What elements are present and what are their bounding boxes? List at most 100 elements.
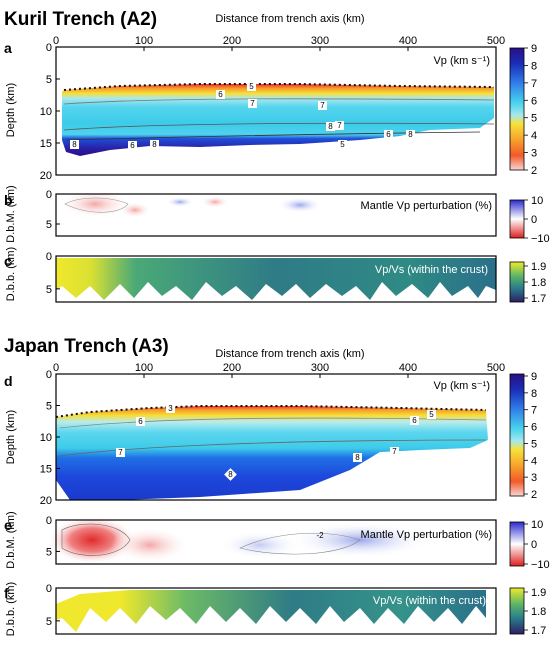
x-tick-label: 0	[53, 362, 59, 374]
colorbar-tick-label: 1.7	[531, 625, 546, 637]
colorbar-tick-label: 3	[531, 472, 537, 484]
colorbar-tick-label: 1.9	[531, 587, 546, 599]
colorbar-tick-label: 1.8	[531, 606, 546, 618]
x-tick-label: 200	[223, 35, 241, 47]
panel-d-velocity-section	[56, 406, 488, 500]
contour-label: 8	[408, 130, 413, 139]
panel-letter-c: c	[4, 253, 12, 269]
y-tick-label: 0	[46, 42, 52, 54]
y-tick-label: 5	[46, 401, 52, 413]
colorbar-tick-label: 5	[531, 438, 537, 450]
x-axis-label-a: Distance from trench axis (km)	[215, 13, 364, 25]
panel-letter-d: d	[4, 373, 13, 389]
contour-label: 3	[168, 404, 173, 413]
colorbar-tick-label: 2	[531, 165, 537, 177]
contour-label: 6	[386, 130, 391, 139]
colorbar-tick-label: 10	[531, 519, 543, 531]
contour-label: 6	[130, 141, 135, 150]
panel-a-velocity-section	[62, 84, 494, 156]
contour-label: 7	[392, 447, 397, 456]
y-tick-label: 0	[46, 583, 52, 595]
colorbar-tick-label: 6	[531, 422, 537, 434]
panel-f-annotation: Vp/Vs (within the crust)	[373, 595, 486, 607]
x-tick-label: 0	[53, 35, 59, 47]
colorbar-tick-label: 7	[531, 78, 537, 90]
contour-label: -2	[316, 531, 324, 540]
y-axis-label-c: D.b.b. (km)	[5, 247, 17, 301]
colorbar-tick-label: −10	[531, 559, 550, 571]
contour-label: 7	[118, 448, 123, 457]
panel-c-axes: 05	[46, 251, 60, 296]
contour-label: 8	[355, 453, 360, 462]
panel-f-vpvs-fill	[56, 590, 486, 632]
panel-a-contour-labels: 5 6 7 7 8 7 8 6 8 5 6 8	[70, 82, 415, 150]
y-axis-label-a: Depth (km)	[5, 83, 17, 137]
contour-label: 8	[72, 140, 77, 149]
y-tick-label: 5	[46, 616, 52, 628]
panel-e-axes: 05	[46, 515, 60, 558]
y-axis-label-e: D.b.M. (km)	[5, 511, 17, 568]
colorbar-tick-label: 1.7	[531, 293, 546, 305]
perturbation-colorbar-top: 10 0 −10	[509, 195, 550, 245]
panel-c-plot	[55, 255, 497, 303]
panel-f-plot	[55, 587, 497, 635]
colorbar-tick-label: 5	[531, 113, 537, 125]
colorbar-tick-label: 8	[531, 60, 537, 72]
colorbar-tick-label: −10	[531, 233, 550, 245]
contour-label: 8	[328, 122, 333, 131]
contour-label: 5	[340, 140, 345, 149]
panel-d-annotation: Vp (km s⁻¹)	[433, 380, 490, 392]
colorbar-tick-label: 3	[531, 148, 537, 160]
contour-label: 6	[218, 90, 223, 99]
section-title-japan: Japan Trench (A3)	[4, 336, 169, 357]
panel-d-plot	[55, 373, 497, 501]
x-axis-label-d: Distance from trench axis (km)	[215, 348, 364, 360]
colorbar-tick-label: 8	[531, 388, 537, 400]
y-tick-label: 20	[40, 495, 52, 507]
panel-b-plot	[55, 190, 497, 237]
contour-label: 7	[337, 121, 342, 130]
y-tick-label: 0	[46, 515, 52, 527]
panel-b-annotation: Mantle Vp perturbation (%)	[361, 200, 492, 212]
panel-letter-e: e	[4, 517, 12, 533]
x-tick-label: 300	[311, 35, 329, 47]
contour-label: 6	[412, 416, 417, 425]
colorbar-tick-label: 9	[531, 371, 537, 383]
vp-colorbar-top: 9 8 7 6 5 4 3 2	[509, 43, 537, 177]
y-tick-label: 5	[46, 74, 52, 86]
y-axis-label-d: Depth (km)	[5, 410, 17, 464]
contour-label: 5	[429, 410, 434, 419]
colorbar-tick-label: 9	[531, 43, 537, 55]
panel-b-axes: 05	[46, 189, 60, 231]
panel-letter-b: b	[4, 192, 13, 208]
contour-label: 7	[250, 99, 255, 108]
contour-label: 5	[249, 82, 254, 91]
panel-letter-a: a	[4, 40, 12, 56]
x-tick-label: 400	[399, 35, 417, 47]
x-tick-label: 100	[135, 362, 153, 374]
section-title-kuril: Kuril Trench (A2)	[4, 9, 157, 30]
y-axis-label-b: D.b.M. (km)	[5, 185, 17, 242]
y-tick-label: 10	[40, 432, 52, 444]
contour-label: 7	[320, 101, 325, 110]
colorbar-tick-label: 0	[531, 539, 537, 551]
contour-label: 6	[138, 417, 143, 426]
panel-e-annotation: Mantle Vp perturbation (%)	[361, 529, 492, 541]
contour-label: 8	[228, 470, 233, 479]
y-tick-label: 5	[46, 219, 52, 231]
y-tick-label: 0	[46, 251, 52, 263]
panel-e-plot	[48, 516, 497, 565]
vpvs-colorbar-top: 1.9 1.8 1.7	[509, 261, 546, 305]
x-tick-label: 500	[487, 35, 505, 47]
panel-c-annotation: Vp/Vs (within the crust)	[375, 264, 488, 276]
y-tick-label: 20	[40, 170, 52, 182]
panel-d-axes: 0 100 200 300 400 500 0 5 10 15 20	[40, 362, 505, 507]
vpvs-colorbar-bottom: 1.9 1.8 1.7	[509, 587, 546, 637]
y-tick-label: 0	[46, 189, 52, 201]
y-tick-label: 10	[40, 106, 52, 118]
x-tick-label: 400	[399, 362, 417, 374]
colorbar-tick-label: 4	[531, 130, 537, 142]
colorbar-tick-label: 0	[531, 214, 537, 226]
y-tick-label: 5	[46, 284, 52, 296]
